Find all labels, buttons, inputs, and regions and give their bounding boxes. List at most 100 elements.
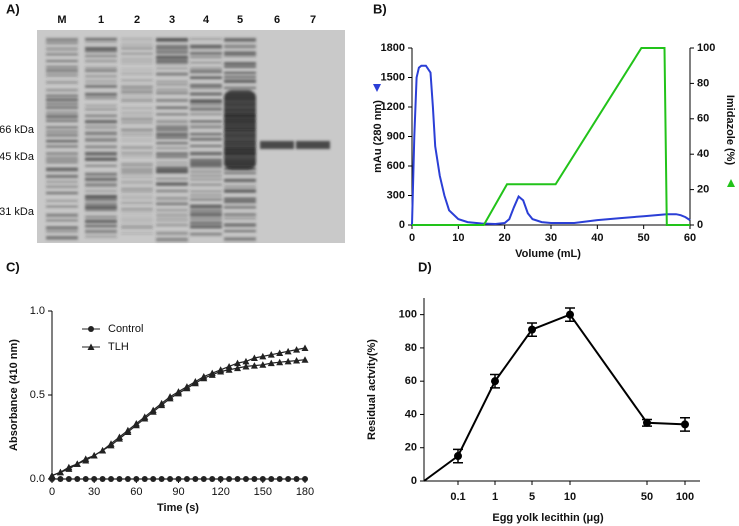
gel-band — [156, 161, 188, 165]
marker — [242, 476, 249, 482]
gel-band — [156, 106, 188, 110]
gel-band — [190, 204, 222, 209]
y-axis-label: mAu (280 nm) — [372, 100, 384, 173]
marker — [276, 476, 283, 482]
gel-band — [296, 141, 330, 149]
y-tick-label: 900 — [387, 130, 405, 142]
gel-band — [260, 141, 294, 149]
gel-band — [46, 38, 78, 42]
point — [528, 325, 536, 334]
marker — [276, 349, 284, 356]
gel-band — [224, 223, 256, 227]
gel-band — [85, 85, 117, 88]
x-axis-label: Volume (mL) — [515, 248, 581, 260]
marker — [293, 357, 301, 364]
marker — [175, 389, 182, 397]
gel-band — [156, 132, 188, 137]
y2-tick-label: 40 — [697, 148, 709, 160]
marker — [293, 346, 301, 353]
marker — [285, 476, 292, 482]
y-axis-marker — [373, 84, 381, 92]
gel-band — [190, 107, 222, 111]
x-tick-label: 0 — [49, 486, 55, 498]
gel-band — [46, 199, 78, 203]
point — [643, 418, 651, 427]
y-tick-label: 20 — [405, 442, 417, 454]
gel-band — [190, 137, 222, 141]
y2-tick-label: 0 — [697, 219, 703, 231]
gel-band — [224, 71, 256, 74]
gel-band — [121, 43, 153, 46]
gel-band — [46, 65, 78, 69]
gel-band — [156, 125, 188, 129]
gel-band — [46, 102, 78, 106]
gel-band — [46, 156, 78, 160]
gel-band — [121, 95, 153, 98]
gel-band — [46, 226, 78, 229]
gel-band — [85, 104, 117, 107]
gel-band — [121, 117, 153, 121]
gel-band — [190, 151, 222, 156]
lane-label: 3 — [169, 14, 175, 26]
gel-band — [156, 213, 188, 217]
gel-band — [190, 99, 222, 104]
gel-band — [85, 69, 117, 72]
gel-band — [156, 142, 188, 145]
x-tick-label: 30 — [545, 232, 557, 244]
x-tick-label: 120 — [211, 486, 229, 498]
gel-band — [46, 53, 78, 56]
gel-band — [224, 79, 256, 84]
marker — [226, 476, 233, 482]
gel-band — [85, 74, 117, 78]
gel-band — [85, 177, 117, 182]
y2-tick-label: 60 — [697, 113, 709, 125]
gel-band — [190, 86, 222, 90]
gel-band — [121, 72, 153, 75]
gel-band — [121, 225, 153, 229]
marker — [250, 354, 258, 362]
x-tick-label: 60 — [684, 232, 696, 244]
gel-band — [46, 47, 78, 51]
gel-band — [121, 216, 153, 220]
gel-band — [156, 72, 188, 76]
gel-band — [121, 68, 153, 72]
gel-band — [156, 152, 188, 155]
marker — [116, 476, 123, 482]
marker — [200, 476, 207, 482]
marker — [175, 476, 182, 482]
y2-tick-label: 20 — [697, 184, 709, 196]
y-tick-label: 40 — [405, 408, 417, 420]
point — [566, 310, 574, 319]
gel-band — [121, 162, 153, 167]
marker — [91, 476, 98, 482]
gel-band — [121, 171, 153, 175]
y-tick-label: 100 — [399, 309, 417, 321]
gel-band — [156, 113, 188, 116]
gel-band — [85, 120, 117, 124]
gel-band — [156, 47, 188, 52]
gel-band — [190, 217, 222, 220]
gel-band — [224, 51, 256, 56]
line — [51, 347, 306, 477]
x-tick-label: 30 — [88, 486, 100, 498]
gel-band — [46, 115, 78, 119]
gel-band — [121, 38, 153, 41]
gel-band — [46, 191, 78, 195]
gel-band — [190, 120, 222, 123]
gel-band — [156, 98, 188, 102]
gel-band — [190, 112, 222, 116]
gel-band — [156, 62, 188, 65]
line — [412, 47, 690, 226]
legend-marker — [88, 326, 94, 332]
line — [423, 313, 686, 482]
point — [454, 452, 462, 461]
lane-label: M — [57, 14, 66, 26]
marker — [82, 476, 89, 482]
marker — [268, 476, 275, 482]
y2-tick-label: 100 — [697, 42, 715, 54]
marker — [276, 358, 284, 366]
marker — [115, 435, 123, 442]
panel-label: D) — [418, 259, 432, 274]
gel-band — [85, 195, 117, 199]
